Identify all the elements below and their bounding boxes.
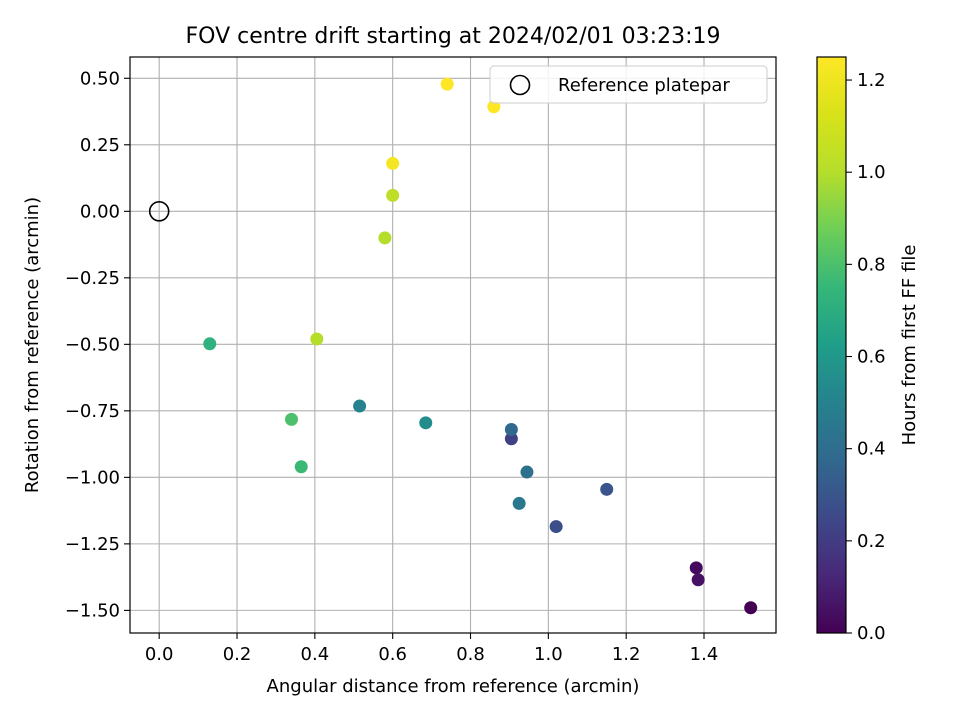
colorbar-ticks: 0.0 0.2 0.4 0.6 0.8 1.0 1.2 <box>846 70 886 644</box>
data-point <box>691 573 705 587</box>
colorbar-tick-label: 0.2 <box>857 531 886 552</box>
grid <box>130 57 776 633</box>
data-point <box>689 561 703 575</box>
colorbar-tick-label: 0.4 <box>857 439 886 460</box>
legend: Reference platepar <box>489 65 768 104</box>
y-tick-label: −1.00 <box>65 467 120 488</box>
y-tick-label: −0.25 <box>65 268 120 289</box>
x-tick-label: 0.8 <box>456 644 485 665</box>
data-point <box>203 337 217 351</box>
data-point <box>504 432 518 446</box>
colorbar: 0.0 0.2 0.4 0.6 0.8 1.0 1.2 Hours from first F… <box>816 56 920 644</box>
y-axis-ticks: 0.50 0.25 0.00 −0.25 −0.50 −0.75 −1.00 −1.25 −1.… <box>65 68 130 621</box>
x-axis-label: Angular distance from reference (arcmin) <box>267 676 640 697</box>
data-point <box>512 496 526 510</box>
colorbar-tick-label: 0.6 <box>857 347 886 368</box>
scatter-points <box>203 77 758 615</box>
x-axis-ticks: 0.0 0.2 0.4 0.6 0.8 1.0 1.2 1.4 <box>145 633 718 665</box>
x-tick-label: 1.0 <box>534 644 563 665</box>
data-point <box>744 601 758 615</box>
colorbar-tick-label: 0.0 <box>857 623 886 644</box>
chart-title: FOV centre drift starting at 2024/02/01 … <box>186 24 721 49</box>
x-tick-label: 1.2 <box>612 644 641 665</box>
colorbar-fill <box>817 57 846 633</box>
data-point <box>549 520 563 534</box>
colorbar-label: Hours from first FF file <box>899 245 920 446</box>
x-tick-label: 0.6 <box>378 644 407 665</box>
data-point <box>310 332 324 346</box>
y-tick-label: 0.00 <box>80 201 120 222</box>
data-point <box>487 100 501 114</box>
data-point <box>378 231 392 245</box>
data-point <box>600 482 614 496</box>
y-tick-label: 0.50 <box>80 68 120 89</box>
y-tick-label: −1.25 <box>65 534 120 555</box>
data-point <box>440 77 454 91</box>
colorbar-frame <box>816 56 847 634</box>
colorbar-tick-label: 1.0 <box>857 162 886 183</box>
x-tick-label: 1.4 <box>690 644 719 665</box>
x-tick-label: 0.2 <box>223 644 252 665</box>
x-tick-label: 0.0 <box>145 644 174 665</box>
legend-box <box>489 65 768 104</box>
y-tick-label: −0.75 <box>65 401 120 422</box>
data-point <box>504 422 518 436</box>
legend-entry-label: Reference platepar <box>558 75 730 96</box>
plot-frame <box>129 56 777 634</box>
colorbar-tick-label: 0.8 <box>857 254 886 275</box>
data-point <box>520 465 534 479</box>
data-point <box>386 156 400 170</box>
data-point <box>294 460 308 474</box>
data-point <box>285 412 298 426</box>
y-tick-label: 0.25 <box>80 135 120 156</box>
data-point <box>419 416 433 430</box>
colorbar-tick-label: 1.2 <box>857 70 886 91</box>
y-tick-label: −1.50 <box>65 600 120 621</box>
x-tick-label: 0.4 <box>301 644 330 665</box>
reference-platepar-marker <box>148 201 170 222</box>
data-point <box>386 188 400 202</box>
y-axis-label: Rotation from reference (arcmin) <box>22 197 43 493</box>
legend-marker-icon <box>509 74 531 96</box>
y-tick-label: −0.50 <box>65 334 120 355</box>
data-point <box>353 399 367 413</box>
